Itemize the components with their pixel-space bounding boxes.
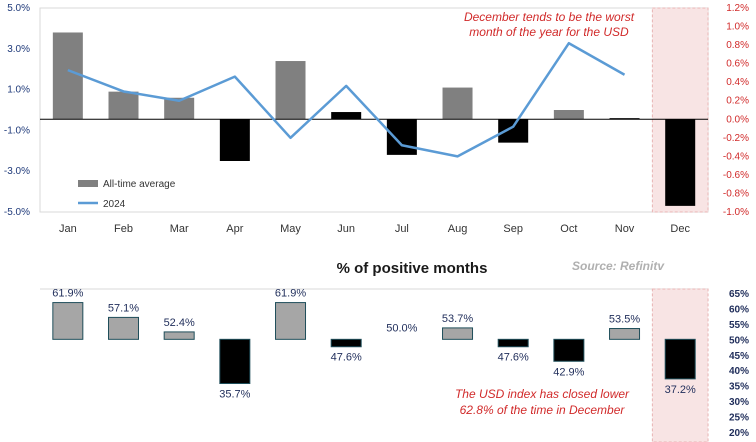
bottom-right-axis-ticks: 65% 60% 55% 50% 45% 40% 35% 30% 25% 20% bbox=[729, 289, 749, 439]
bar-jul bbox=[386, 119, 417, 155]
top-annotation: December tends to be the worst month of … bbox=[464, 10, 635, 39]
bar-sep bbox=[498, 119, 529, 143]
left-tick-label: -3.0% bbox=[4, 166, 30, 177]
month-label: Sep bbox=[503, 223, 523, 235]
right-tick-label: 65% bbox=[729, 289, 749, 300]
left-axis-ticks: 5.0% 3.0% 1.0% -1.0% -3.0% -5.0% bbox=[4, 3, 30, 218]
value-label: 57.1% bbox=[108, 302, 139, 314]
month-label: Oct bbox=[560, 223, 577, 235]
right-tick-label: 0.2% bbox=[726, 96, 749, 107]
right-tick-label: 50% bbox=[729, 335, 749, 346]
right-tick-label: 60% bbox=[729, 304, 749, 315]
value-label: 61.9% bbox=[52, 288, 83, 300]
left-tick-label: 5.0% bbox=[7, 3, 30, 14]
bar-nov bbox=[609, 118, 640, 120]
bar-oct bbox=[553, 110, 584, 120]
right-tick-label: -1.0% bbox=[723, 207, 749, 218]
month-labels: Jan Feb Mar Apr May Jun Jul Aug Sep Oct Nov Dec bbox=[59, 223, 691, 235]
bar-aug bbox=[442, 87, 473, 120]
month-label: Feb bbox=[114, 223, 133, 235]
left-tick-label: -1.0% bbox=[4, 125, 30, 136]
bar-dec bbox=[665, 119, 696, 206]
bar-aug bbox=[442, 327, 474, 340]
annotation-line-2: month of the year for the USD bbox=[469, 25, 629, 39]
right-tick-label: 45% bbox=[729, 351, 749, 362]
right-tick-label: 1.2% bbox=[726, 3, 749, 14]
bar-jan bbox=[52, 32, 83, 120]
left-tick-label: -5.0% bbox=[4, 207, 30, 218]
right-tick-label: -0.2% bbox=[723, 133, 749, 144]
right-tick-label: -0.6% bbox=[723, 170, 749, 181]
right-tick-label: 25% bbox=[729, 413, 749, 424]
positive-months-bars bbox=[52, 302, 696, 385]
source-label: Source: Refinitv bbox=[572, 259, 665, 273]
positive-months-chart: % of positive months Source: Refinitv 61… bbox=[40, 259, 749, 442]
left-tick-label: 3.0% bbox=[7, 44, 30, 55]
bar-jan bbox=[52, 302, 84, 340]
right-tick-label: 55% bbox=[729, 320, 749, 331]
month-label: Dec bbox=[670, 223, 690, 235]
legend-label-2024: 2024 bbox=[103, 199, 126, 210]
annotation-line-2: 62.8% of the time in December bbox=[460, 403, 626, 417]
month-label: Jul bbox=[395, 223, 409, 235]
annotation-line-1: The USD index has closed lower bbox=[455, 387, 630, 401]
right-tick-label: 20% bbox=[729, 428, 749, 439]
bar-jun bbox=[330, 338, 362, 348]
positive-months-labels: 61.9% 57.1% 52.4% 35.7% 61.9% 47.6% 50.0% 53.7%… bbox=[52, 288, 696, 401]
bar-apr bbox=[219, 119, 250, 161]
value-label: 37.2% bbox=[665, 384, 696, 396]
bottom-annotation: The USD index has closed lower 62.8% of … bbox=[455, 387, 630, 417]
value-label: 50.0% bbox=[386, 322, 417, 334]
value-label: 53.7% bbox=[442, 313, 473, 325]
right-tick-label: -0.4% bbox=[723, 151, 749, 162]
value-label: 35.7% bbox=[219, 389, 250, 401]
bar-jun bbox=[331, 112, 362, 120]
right-tick-label: 0.0% bbox=[726, 114, 749, 125]
month-label: Mar bbox=[170, 223, 189, 235]
right-tick-label: 35% bbox=[729, 382, 749, 393]
bar-may bbox=[275, 61, 306, 120]
bar-mar bbox=[164, 97, 195, 120]
month-label: Nov bbox=[615, 223, 635, 235]
bar-nov bbox=[609, 328, 641, 340]
annotation-line-1: December tends to be the worst bbox=[464, 10, 635, 24]
legend: All-time average 2024 bbox=[78, 179, 176, 210]
line-2024 bbox=[67, 41, 626, 158]
right-tick-label: -0.8% bbox=[723, 188, 749, 199]
right-tick-label: 40% bbox=[729, 366, 749, 377]
bar-feb bbox=[108, 91, 139, 120]
right-tick-label: 30% bbox=[729, 397, 749, 408]
bar-may bbox=[275, 302, 307, 340]
legend-swatch-average bbox=[78, 180, 98, 187]
value-label: 53.5% bbox=[609, 314, 640, 326]
value-label: 52.4% bbox=[164, 317, 195, 329]
right-axis-ticks: 1.2% 1.0% 0.8% 0.6% 0.4% 0.2% 0.0% -0.2% -0.4% -0… bbox=[723, 3, 749, 218]
value-label: 42.9% bbox=[553, 366, 584, 378]
average-bars bbox=[52, 32, 696, 206]
month-label: Jun bbox=[337, 223, 355, 235]
right-tick-label: 0.6% bbox=[726, 59, 749, 70]
monthly-return-chart: 5.0% 3.0% 1.0% -1.0% -3.0% -5.0% 1.2% 1.0% 0.8%… bbox=[4, 3, 749, 235]
month-label: Aug bbox=[448, 223, 468, 235]
value-label: 61.9% bbox=[275, 288, 306, 300]
chart-title: % of positive months bbox=[337, 260, 488, 277]
value-label: 47.6% bbox=[331, 352, 362, 364]
value-label: 47.6% bbox=[498, 352, 529, 364]
bar-sep bbox=[497, 338, 529, 348]
bar-dec bbox=[664, 338, 696, 380]
bar-feb bbox=[108, 316, 140, 340]
bar-oct bbox=[553, 338, 585, 362]
bar-apr bbox=[219, 338, 251, 385]
bar-mar bbox=[163, 331, 195, 340]
left-tick-label: 1.0% bbox=[7, 85, 30, 96]
month-label: May bbox=[280, 223, 301, 235]
right-tick-label: 0.8% bbox=[726, 40, 749, 51]
right-tick-label: 0.4% bbox=[726, 77, 749, 88]
right-tick-label: 1.0% bbox=[726, 22, 749, 33]
month-label: Jan bbox=[59, 223, 77, 235]
month-label: Apr bbox=[226, 223, 243, 235]
legend-label-average: All-time average bbox=[103, 179, 176, 190]
